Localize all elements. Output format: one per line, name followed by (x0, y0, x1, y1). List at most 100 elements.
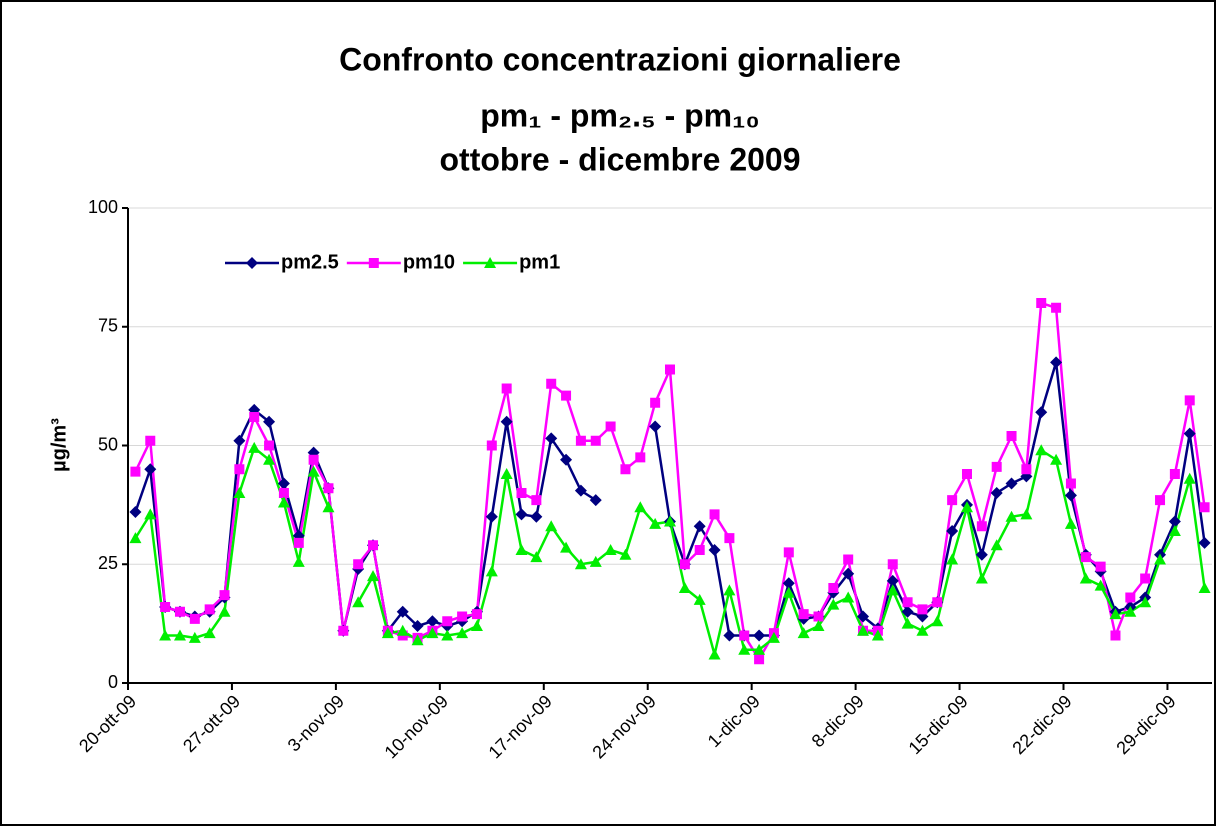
data-point (975, 548, 988, 561)
data-point (441, 629, 454, 641)
data-point (1051, 302, 1062, 313)
data-point (574, 558, 587, 570)
data-point (1125, 592, 1136, 603)
data-point (471, 609, 482, 620)
data-point (144, 508, 157, 520)
data-point (1140, 573, 1151, 584)
data-point (353, 559, 364, 570)
data-point (961, 469, 972, 479)
data-point (1050, 453, 1063, 465)
data-point (426, 627, 439, 639)
data-point (561, 390, 572, 401)
data-point (902, 597, 913, 608)
data-point (947, 495, 958, 506)
data-point (932, 597, 943, 608)
data-point (470, 620, 483, 631)
data-point (960, 501, 973, 513)
data-point (264, 440, 275, 451)
data-point (516, 488, 527, 498)
data-point (723, 629, 736, 642)
data-point (368, 540, 379, 551)
data-point (560, 453, 573, 466)
data-point (782, 586, 795, 598)
data-point (278, 488, 289, 498)
data-point (1183, 427, 1196, 440)
data-point (1064, 517, 1077, 529)
data-point (1110, 630, 1121, 641)
data-point (782, 577, 795, 590)
data-point (946, 525, 959, 537)
data-point (634, 501, 647, 513)
data-point (1109, 608, 1122, 620)
legend-label: pm1 (519, 251, 560, 273)
data-point (1168, 525, 1181, 536)
data-point (931, 615, 944, 627)
data-point (709, 509, 720, 520)
data-point (249, 412, 260, 422)
data-point (843, 554, 854, 565)
data-point (991, 461, 1002, 472)
data-point (619, 548, 632, 560)
data-point (160, 602, 171, 612)
data-point (679, 559, 690, 570)
data-point (293, 537, 304, 548)
data-point (560, 541, 573, 553)
data-point (767, 631, 780, 643)
data-point (976, 521, 987, 532)
legend-marker (484, 257, 497, 268)
legend-label: pm2.5 (281, 251, 339, 273)
chart-subtitle: ottobre - dicembre 2009 (440, 141, 801, 177)
data-point (589, 494, 602, 507)
data-point (708, 648, 721, 660)
data-point (515, 508, 528, 521)
data-point (649, 420, 662, 433)
data-point (129, 532, 142, 544)
data-point (1036, 298, 1047, 308)
data-point (396, 605, 409, 618)
data-point (1021, 464, 1032, 475)
data-point (886, 574, 899, 587)
data-point (590, 435, 601, 446)
data-point (352, 596, 365, 608)
data-point (1184, 395, 1195, 406)
data-point (1169, 469, 1180, 479)
data-point (753, 629, 766, 642)
data-point (545, 432, 558, 445)
data-point (189, 613, 200, 624)
data-point (798, 609, 809, 620)
data-point (233, 434, 246, 447)
data-point (411, 620, 424, 632)
data-point (886, 584, 899, 596)
data-point (739, 630, 750, 641)
data-point (1198, 536, 1211, 549)
data-point (263, 453, 276, 465)
data-point (1155, 495, 1166, 506)
data-point (1065, 478, 1076, 489)
data-point (990, 539, 1003, 551)
data-point (665, 364, 675, 375)
data-point (783, 547, 794, 558)
data-point (604, 544, 617, 555)
data-point (975, 572, 988, 584)
data-point (456, 627, 469, 639)
data-point (174, 606, 185, 617)
data-point (219, 590, 230, 601)
data-point (486, 440, 497, 451)
data-point (1139, 596, 1152, 608)
data-point (1198, 582, 1211, 593)
data-point (574, 484, 587, 497)
legend-label: pm10 (403, 251, 455, 273)
y-tick-label: 25 (98, 553, 118, 573)
data-point (145, 435, 156, 446)
data-point (693, 520, 706, 533)
data-point (485, 510, 498, 523)
data-point (501, 383, 512, 394)
data-point (159, 629, 172, 641)
legend-marker (368, 258, 379, 268)
data-point (322, 501, 335, 513)
data-point (871, 629, 884, 641)
data-point (738, 643, 751, 655)
data-point (1035, 406, 1048, 419)
data-point (650, 397, 661, 408)
data-point (500, 468, 513, 479)
